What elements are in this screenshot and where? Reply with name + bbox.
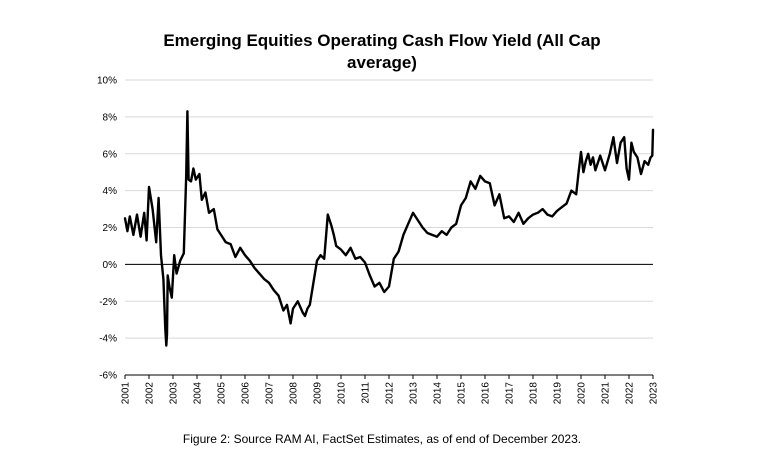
x-tick-label: 2009 <box>313 382 324 405</box>
x-tick-label: 2021 <box>601 382 612 405</box>
x-tick-label: 2003 <box>169 382 180 405</box>
x-tick-label: 2012 <box>385 382 396 405</box>
y-tick-label: 8% <box>103 112 118 123</box>
x-tick-label: 2014 <box>433 382 444 405</box>
x-tick-label: 2004 <box>193 382 204 405</box>
x-tick-label: 2010 <box>337 382 348 405</box>
x-tick-label: 2019 <box>553 382 564 405</box>
y-tick-label: 4% <box>103 186 118 197</box>
chart-title: Emerging Equities Operating Cash Flow Yi… <box>163 31 601 72</box>
y-tick-label: -2% <box>99 297 117 308</box>
x-tick-label: 2016 <box>481 382 492 405</box>
gridlines <box>125 79 653 376</box>
figure-caption: Figure 2: Source RAM AI, FactSet Estimat… <box>182 432 582 446</box>
series-group <box>123 110 655 347</box>
x-tick-label: 2015 <box>457 382 468 405</box>
y-tick-label: 0% <box>103 260 118 271</box>
y-axis-labels: -6% -4% -2% 0% 2% 4% 6% 8% 10% <box>97 76 117 382</box>
x-tick-label: 2013 <box>409 382 420 405</box>
x-tick-label: 2023 <box>649 382 660 405</box>
x-tick-label: 2018 <box>529 382 540 405</box>
y-tick-label: 2% <box>103 223 118 234</box>
y-tick-label: -4% <box>99 334 117 345</box>
x-axis: 2001 2002 2003 2004 2005 2006 2007 2008 2009 2010… <box>121 263 660 405</box>
x-tick-label: 2020 <box>577 382 588 405</box>
x-tick-label: 2011 <box>361 382 372 404</box>
x-tick-label: 2017 <box>505 382 516 405</box>
y-tick-label: 10% <box>97 76 117 87</box>
y-tick-label: 6% <box>103 149 118 160</box>
series-line <box>123 110 655 347</box>
x-tick-label: 2007 <box>265 382 276 405</box>
x-tick-label: 2022 <box>625 382 636 405</box>
y-tick-label: -6% <box>99 371 117 382</box>
x-tick-label: 2006 <box>241 382 252 405</box>
x-tick-label: 2001 <box>121 382 132 405</box>
x-tick-label: 2002 <box>145 382 156 405</box>
x-tick-label: 2008 <box>289 382 300 405</box>
x-tick-label: 2005 <box>217 382 228 405</box>
